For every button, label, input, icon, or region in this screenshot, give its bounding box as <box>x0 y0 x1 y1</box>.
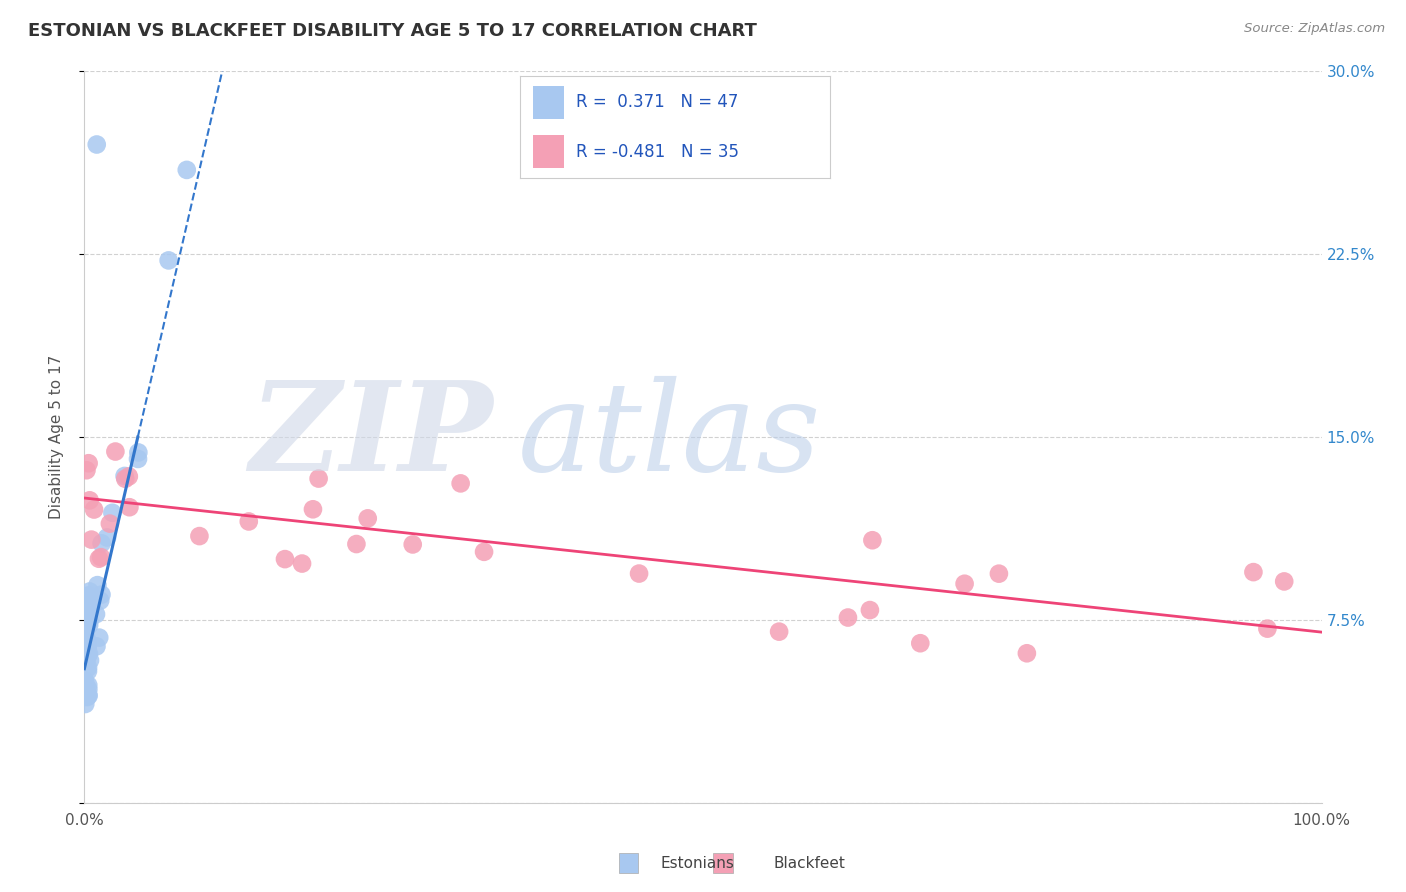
Point <box>77 456 100 470</box>
Point <box>188 529 211 543</box>
Point <box>987 566 1010 581</box>
Point <box>77 647 100 661</box>
Bar <box>619 854 638 873</box>
Point <box>96 531 118 545</box>
Point <box>1272 574 1295 589</box>
Point <box>77 689 100 703</box>
Point <box>79 653 101 667</box>
Point <box>274 552 297 566</box>
Point <box>1015 646 1038 660</box>
Text: Estonians: Estonians <box>661 856 735 871</box>
Point <box>77 660 100 674</box>
Point <box>346 537 368 551</box>
Point <box>77 589 100 603</box>
Point <box>75 689 97 703</box>
Point <box>1256 622 1278 636</box>
Bar <box>533 87 564 119</box>
Point <box>450 476 472 491</box>
Point <box>90 550 112 565</box>
Point <box>77 664 100 678</box>
Point <box>101 506 124 520</box>
Point <box>357 511 380 525</box>
Point <box>87 551 110 566</box>
Point <box>628 566 651 581</box>
Point <box>83 502 105 516</box>
Point <box>77 599 100 613</box>
Point <box>76 653 98 667</box>
Bar <box>533 136 564 168</box>
Point <box>79 603 101 617</box>
Text: R =  0.371   N = 47: R = 0.371 N = 47 <box>576 94 738 112</box>
Point <box>89 593 111 607</box>
Text: ZIP: ZIP <box>249 376 492 498</box>
Point <box>75 653 97 667</box>
Point <box>1241 565 1264 579</box>
Text: Blackfeet: Blackfeet <box>773 856 845 871</box>
Point <box>76 635 98 649</box>
Point <box>73 673 96 688</box>
Point <box>90 536 112 550</box>
Point <box>76 634 98 648</box>
Text: atlas: atlas <box>517 376 821 498</box>
Point <box>76 647 98 661</box>
Point <box>104 444 127 458</box>
Point <box>472 545 495 559</box>
Point <box>90 588 112 602</box>
Point <box>238 515 260 529</box>
Point <box>402 537 425 551</box>
Point <box>114 469 136 483</box>
Point <box>76 648 98 663</box>
Text: ESTONIAN VS BLACKFEET DISABILITY AGE 5 TO 17 CORRELATION CHART: ESTONIAN VS BLACKFEET DISABILITY AGE 5 T… <box>28 22 756 40</box>
Point <box>75 678 97 692</box>
Point <box>98 516 121 531</box>
Point <box>127 445 149 459</box>
Point <box>76 640 98 654</box>
Point <box>77 678 100 692</box>
Y-axis label: Disability Age 5 to 17: Disability Age 5 to 17 <box>49 355 63 519</box>
Point <box>953 576 976 591</box>
Text: Source: ZipAtlas.com: Source: ZipAtlas.com <box>1244 22 1385 36</box>
Point <box>86 640 108 654</box>
Point <box>86 137 108 152</box>
Point <box>76 639 98 653</box>
Point <box>84 607 107 622</box>
Point <box>76 690 98 704</box>
Point <box>127 452 149 467</box>
Point <box>176 162 198 177</box>
Point <box>77 589 100 603</box>
Point <box>76 616 98 631</box>
Point <box>76 463 98 477</box>
Point <box>157 253 180 268</box>
Bar <box>713 854 733 873</box>
Point <box>77 688 100 702</box>
Point <box>77 609 100 624</box>
Point <box>910 636 932 650</box>
Point <box>837 610 859 624</box>
Point <box>77 618 100 632</box>
Point <box>860 533 883 548</box>
Point <box>302 502 325 516</box>
Point <box>79 493 101 508</box>
Point <box>77 614 100 628</box>
Point <box>73 611 96 625</box>
Point <box>80 533 103 547</box>
Point <box>75 607 97 622</box>
Point <box>86 578 108 592</box>
Point <box>308 472 330 486</box>
Point <box>859 603 882 617</box>
Point <box>89 631 111 645</box>
Point <box>79 584 101 599</box>
Point <box>77 682 100 697</box>
Point <box>118 469 141 483</box>
Point <box>768 624 790 639</box>
Text: R = -0.481   N = 35: R = -0.481 N = 35 <box>576 143 740 161</box>
Point <box>114 472 136 486</box>
Point <box>75 697 97 711</box>
Point <box>118 500 141 515</box>
Point <box>291 557 314 571</box>
Point <box>75 629 97 643</box>
